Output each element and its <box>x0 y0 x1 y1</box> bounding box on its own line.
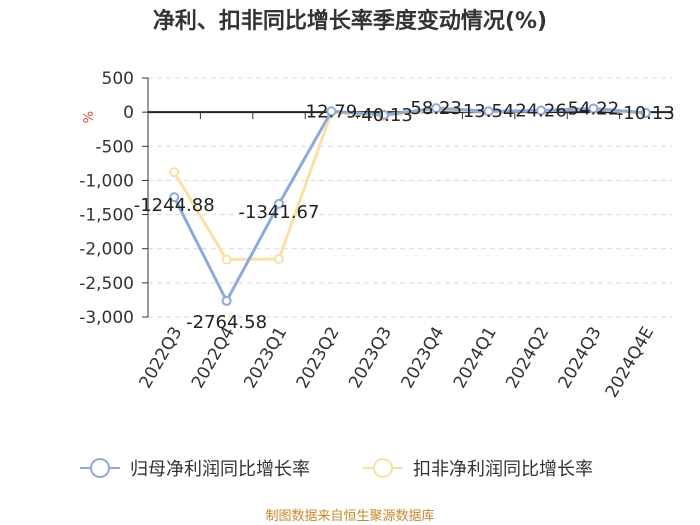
data-label: -2764.58 <box>186 312 267 333</box>
y-tick-label: -500 <box>95 137 134 157</box>
data-point <box>221 295 232 306</box>
legend-label: 扣非净利润同比增长率 <box>413 459 593 480</box>
series-line <box>172 106 646 303</box>
x-tick-label: 2024Q3 <box>555 324 606 392</box>
data-label: 24.26 <box>515 100 567 121</box>
data-point <box>640 107 651 118</box>
data-point <box>378 109 389 120</box>
grid-lines <box>148 77 672 318</box>
data-point <box>221 254 232 265</box>
x-tick-label: 2023Q4 <box>397 324 448 392</box>
legend-marker <box>90 458 110 478</box>
x-tick-label: 2023Q1 <box>240 324 291 392</box>
y-tick-label: 500 <box>102 69 134 89</box>
x-tick-label: 2022Q4 <box>188 324 239 392</box>
x-tick-label: 2023Q3 <box>345 324 396 392</box>
data-label: 54.22 <box>568 98 620 119</box>
data-label: 13.54 <box>463 101 515 122</box>
y-tick-label: -2,500 <box>79 274 134 294</box>
y-tick-label: -3,000 <box>79 308 134 328</box>
data-label: -1244.88 <box>134 195 215 216</box>
x-tick-label: 2024Q4E <box>602 324 658 402</box>
x-tick-label: 2022Q3 <box>135 324 186 392</box>
y-axis-unit: % <box>82 111 97 123</box>
y-axis-ticks: 500 0 -500 -1,000 -1,500 -2,000 -2,500 -3,000 <box>79 69 148 328</box>
data-label: 58.23 <box>410 98 462 119</box>
x-tick-label: 2024Q2 <box>502 324 553 392</box>
legend-label: 归母净利润同比增长率 <box>130 459 310 480</box>
data-point <box>169 167 180 178</box>
data-label: -40.13 <box>355 105 413 126</box>
y-tick-label: 0 <box>123 103 134 123</box>
data-label: 12.79 <box>306 101 358 122</box>
data-point <box>326 106 337 117</box>
series-layer <box>169 103 651 306</box>
legend[interactable]: 归母净利润同比增长率 扣非净利润同比增长率 <box>80 458 593 480</box>
source-note: 制图数据来自恒生聚源数据库 <box>265 508 434 524</box>
series-line <box>172 107 646 262</box>
data-label: -10.13 <box>617 103 675 124</box>
legend-item[interactable]: 扣非净利润同比增长率 <box>363 458 593 480</box>
y-tick-label: -1,500 <box>79 206 134 226</box>
x-axis-ticks: 2022Q3 2022Q4 2023Q1 2023Q2 2023Q3 2023Q4 2024… <box>135 112 673 402</box>
data-point <box>274 253 284 264</box>
data-point <box>483 106 494 117</box>
data-point <box>431 103 442 114</box>
data-point <box>169 192 180 203</box>
data-labels: -1244.88 -2764.58 -1341.67 12.79-40.1358.23… <box>134 98 675 333</box>
legend-marker <box>373 458 393 478</box>
legend-item[interactable]: 归母净利润同比增长率 <box>80 458 310 480</box>
data-point <box>274 198 284 209</box>
y-tick-label: -2,000 <box>79 240 134 260</box>
data-label: -1341.67 <box>239 202 320 223</box>
x-tick-label: 2023Q2 <box>293 324 344 392</box>
chart-title: 净利、扣非同比增长率季度变动情况(%) <box>153 8 547 34</box>
y-tick-label: -1,000 <box>79 171 134 191</box>
data-point <box>588 103 599 114</box>
x-tick-label: 2024Q1 <box>450 323 501 391</box>
data-point <box>536 105 546 116</box>
